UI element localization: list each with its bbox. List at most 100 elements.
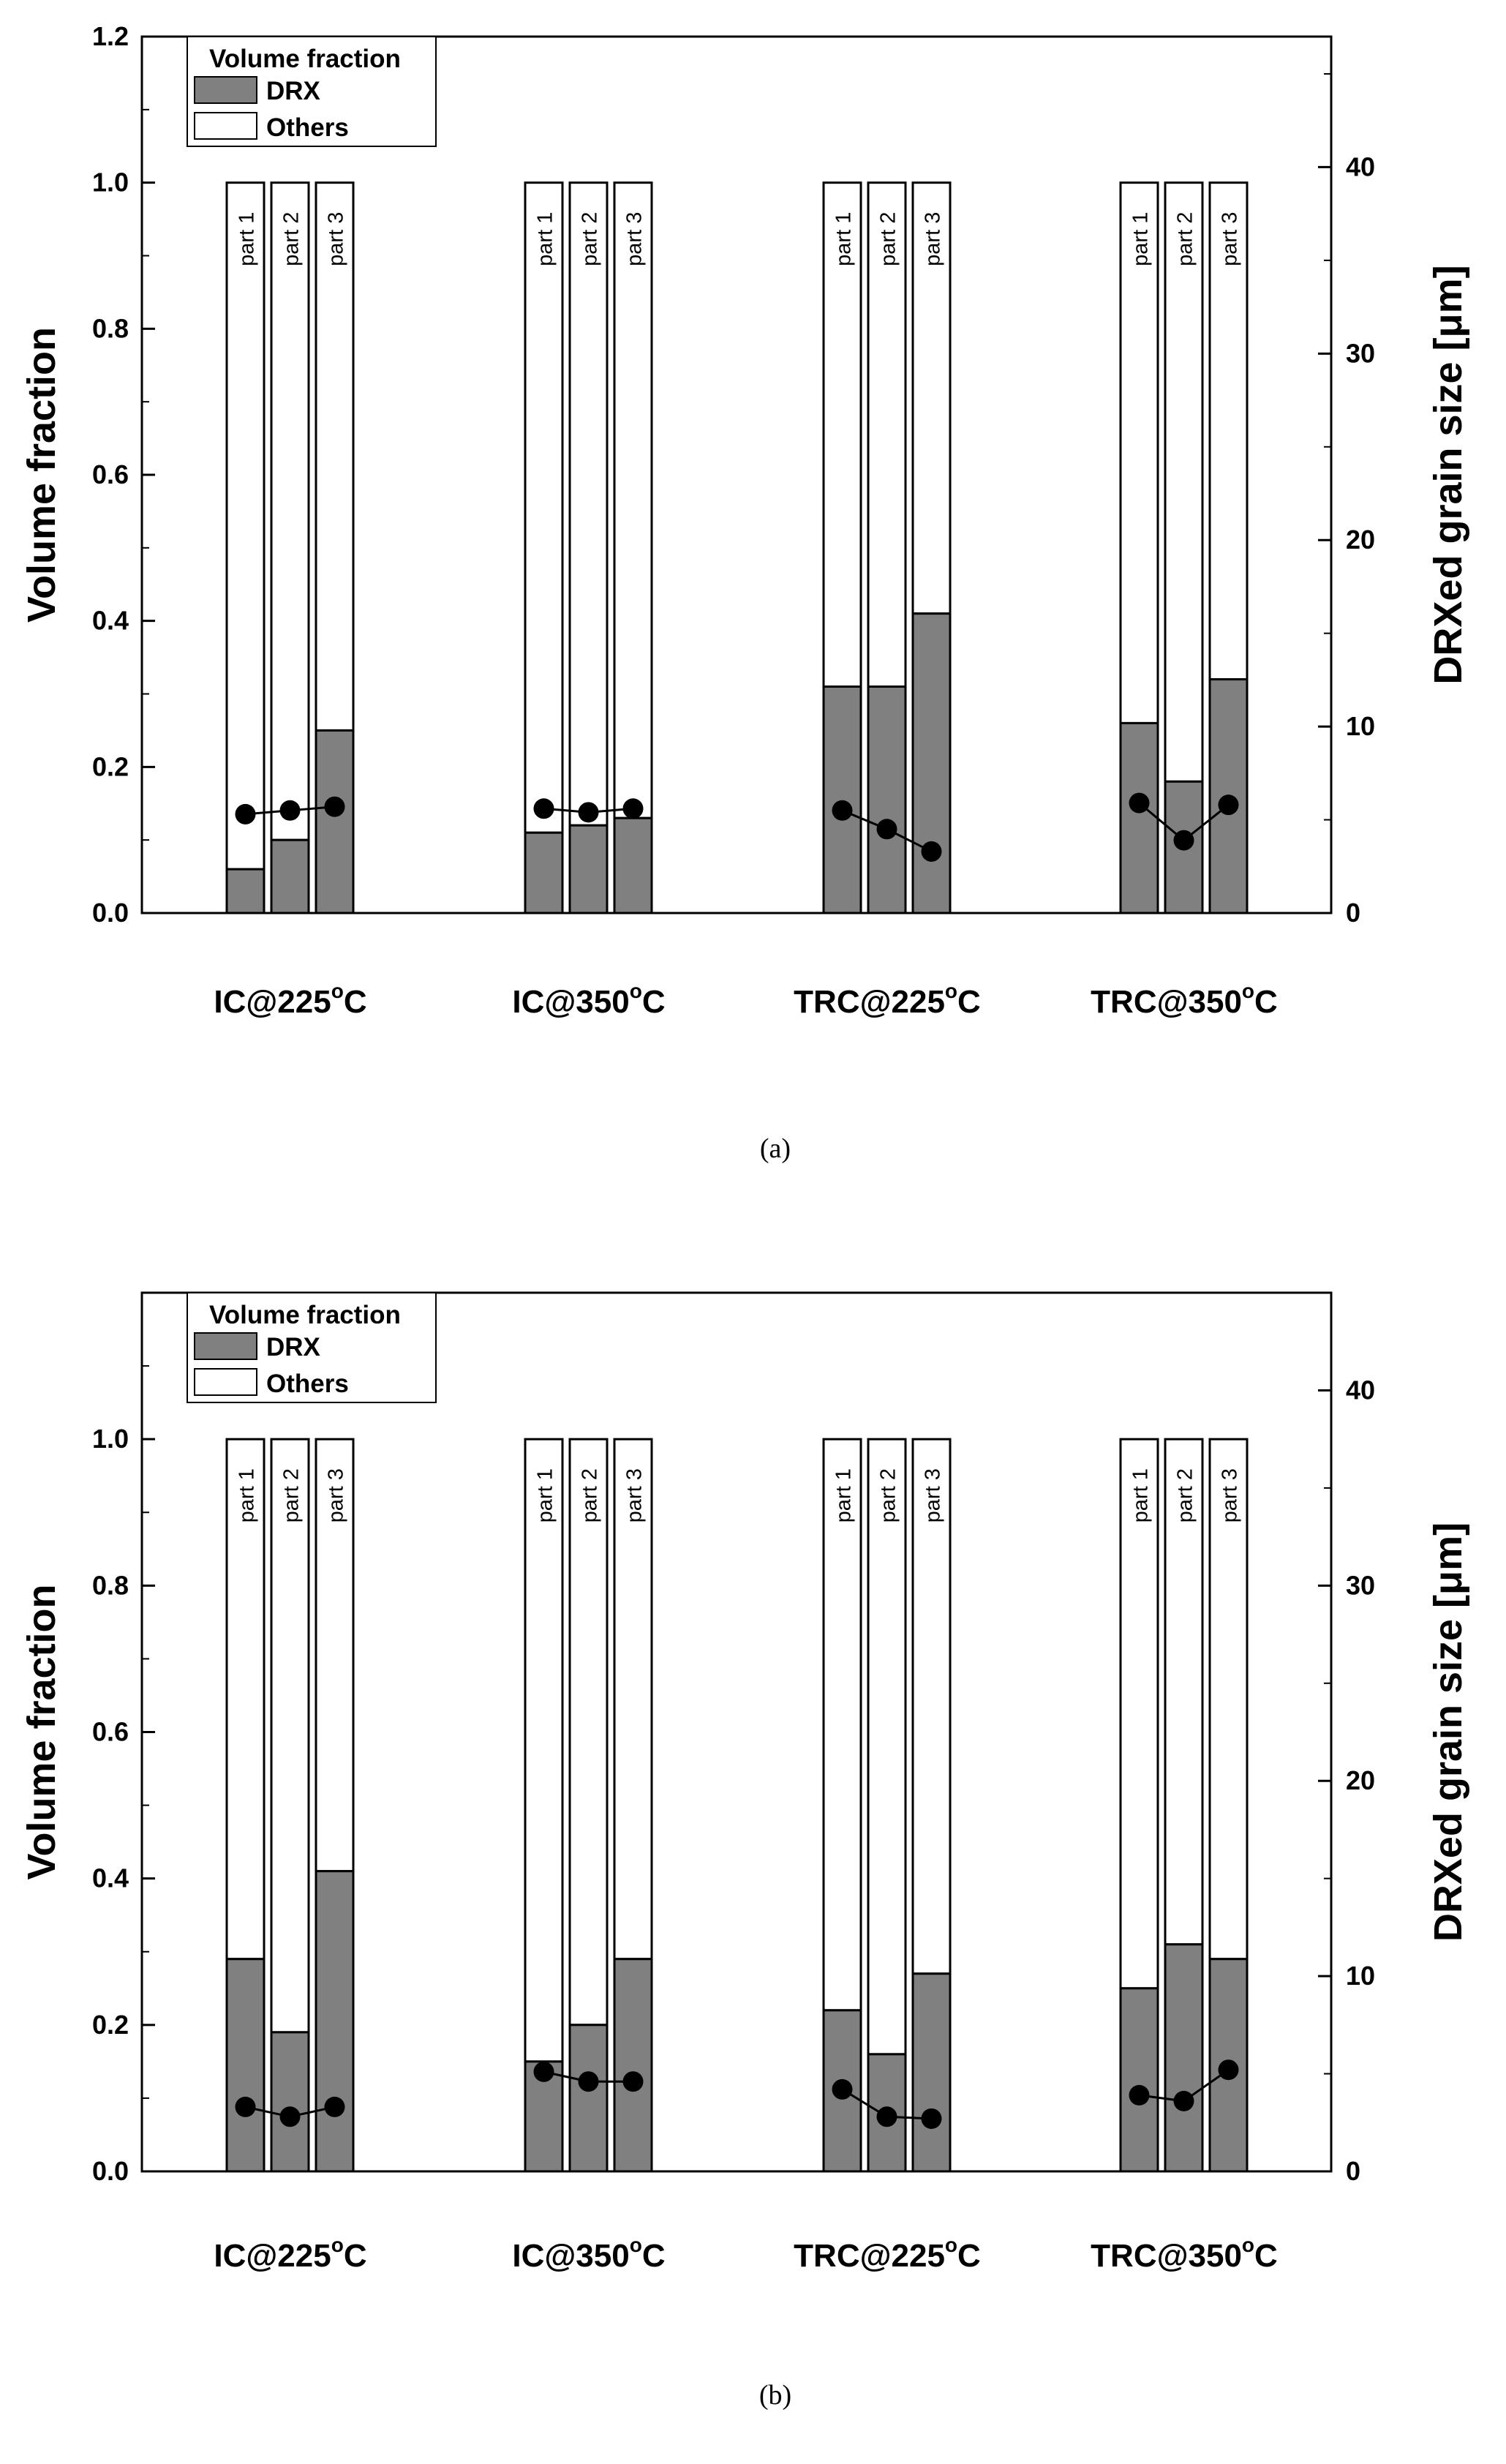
grain-size-point	[921, 841, 942, 862]
part-label: part 2	[877, 212, 900, 266]
part-label: part 2	[579, 212, 602, 266]
bar-others	[822, 1438, 862, 2012]
part-label: part 1	[832, 1468, 856, 1522]
y-tick-label: 1.0	[92, 168, 129, 198]
y-tick-label: 0.0	[92, 898, 129, 928]
bar-drx	[270, 838, 310, 914]
y2-tick-label: 30	[1346, 338, 1375, 368]
legend: Volume fraction DRX Others	[187, 36, 437, 147]
bar-others	[270, 1438, 310, 2034]
y2-tick-label: 0	[1346, 2156, 1360, 2186]
bar-others	[568, 181, 609, 827]
category-label: IC@350oC	[512, 980, 665, 1020]
grain-size-point	[1129, 2084, 1150, 2106]
bar-drx	[315, 1870, 355, 2173]
bar-others	[225, 1438, 266, 1961]
bar-drx	[315, 729, 355, 914]
y2-tick-label: 40	[1346, 1375, 1375, 1405]
part-label: part 1	[534, 1468, 557, 1522]
part-label: part 1	[832, 212, 856, 266]
part-label: part 3	[1219, 212, 1242, 266]
y2-tick-label: 40	[1346, 151, 1375, 181]
bar-drx	[911, 1972, 952, 2173]
grain-size-point	[533, 798, 554, 819]
legend-swatch-drx	[194, 76, 257, 104]
y-tick-label: 0.8	[92, 1570, 129, 1600]
bar-others	[568, 1438, 609, 2027]
bar-others	[1119, 1438, 1159, 1990]
y2-tick-label: 10	[1346, 711, 1375, 741]
legend-title: Volume fraction	[209, 45, 401, 73]
grain-size-point	[622, 798, 644, 819]
grain-size-point	[279, 800, 301, 821]
grain-size-point	[1129, 792, 1150, 814]
part-label: part 3	[623, 212, 647, 266]
bar-drx	[1164, 1943, 1204, 2173]
grain-size-point	[622, 2071, 644, 2092]
category-label: IC@350oC	[512, 2234, 665, 2274]
y-tick-label: 0.6	[92, 459, 129, 489]
y-tick-label: 0.8	[92, 313, 129, 343]
bar-drx	[568, 2024, 609, 2173]
part-label: part 2	[877, 1468, 900, 1522]
part-label: part 3	[325, 1468, 348, 1522]
part-label: part 2	[280, 1468, 304, 1522]
legend-entry-others: Others	[266, 113, 349, 142]
y2-tick-label: 20	[1346, 1765, 1375, 1795]
part-label: part 3	[623, 1468, 647, 1522]
category-label: TRC@350oC	[1091, 980, 1278, 1020]
grain-size-point	[235, 803, 256, 825]
legend: Volume fraction DRX Others	[187, 1292, 437, 1403]
grain-size-point	[876, 819, 897, 840]
y-tick-label: 1.0	[92, 1424, 129, 1454]
legend-swatch-others	[194, 1368, 257, 1396]
y-axis-title: Volume fraction	[20, 327, 64, 623]
panel-caption: (a)	[760, 1133, 791, 1164]
grain-size-point	[578, 2071, 599, 2092]
y2-tick-label: 0	[1346, 898, 1360, 928]
part-label: part 1	[1129, 212, 1153, 266]
bar-drx	[822, 686, 862, 914]
category-label: TRC@225oC	[794, 2234, 981, 2274]
legend-entry-others: Others	[266, 1370, 349, 1398]
bar-drx	[613, 1958, 653, 2173]
grain-size-point	[533, 2061, 554, 2082]
grain-size-point	[324, 2096, 345, 2117]
grain-size-point	[279, 2106, 301, 2127]
bar-others	[613, 181, 653, 819]
bar-others	[1119, 181, 1159, 724]
grain-size-point	[1173, 830, 1194, 851]
category-label: TRC@350oC	[1091, 2234, 1278, 2274]
bar-others	[1208, 1438, 1249, 1961]
bar-drx	[270, 2031, 310, 2173]
category-label: IC@225oC	[214, 2234, 366, 2274]
panel-caption: (b)	[759, 2380, 791, 2411]
y2-axis-title: DRXed grain size [μm]	[1426, 265, 1470, 684]
category-label: IC@225oC	[214, 980, 366, 1020]
legend-entry-drx: DRX	[266, 1333, 321, 1361]
part-label: part 3	[1219, 1468, 1242, 1522]
bar-others	[225, 181, 266, 871]
legend-title: Volume fraction	[209, 1301, 401, 1329]
bar-drx	[911, 612, 952, 914]
bar-others	[911, 1438, 952, 1975]
part-label: part 1	[236, 212, 259, 266]
part-label: part 2	[579, 1468, 602, 1522]
bar-others	[270, 181, 310, 841]
part-label: part 3	[922, 1468, 945, 1522]
legend-swatch-others	[194, 112, 257, 140]
bar-others	[1164, 181, 1204, 783]
y-axis-title: Volume fraction	[20, 1584, 64, 1879]
y2-tick-label: 30	[1346, 1570, 1375, 1600]
bar-others	[867, 181, 907, 688]
part-label: part 2	[1174, 212, 1197, 266]
bar-others	[613, 1438, 653, 1961]
grain-size-point	[324, 796, 345, 817]
bar-others	[315, 181, 355, 732]
part-label: part 3	[325, 212, 348, 266]
bar-others	[524, 1438, 564, 2063]
chart-panel-b: 0.0 0.2 0.4 0.6 0.8 1.0 0 10 20 30 40 Volume fracti…	[20, 1291, 1470, 2411]
bar-drx	[225, 868, 266, 914]
y2-tick-label: 10	[1346, 1961, 1375, 1991]
legend-swatch-drx	[194, 1332, 257, 1360]
